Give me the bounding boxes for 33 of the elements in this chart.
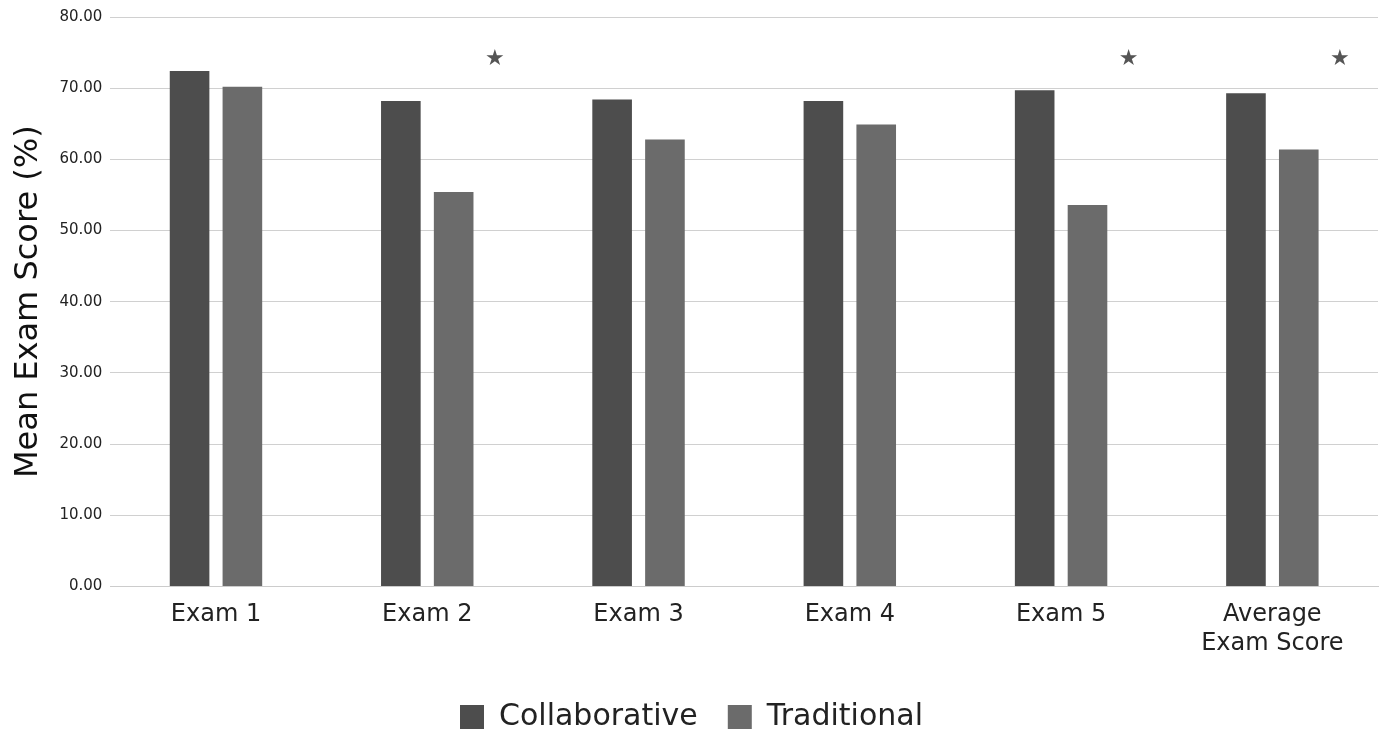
bar (856, 124, 897, 586)
x-tick-label: Exam 1 (170, 599, 262, 628)
x-tick-label: Exam 5 (1015, 599, 1107, 628)
bar (1014, 90, 1055, 586)
y-tick-label: 50.00 (59, 220, 103, 239)
y-tick-label: 40.00 (59, 291, 103, 310)
bar (803, 100, 844, 586)
bar (381, 100, 421, 586)
y-axis-title: Mean Exam Score (%) (6, 125, 45, 479)
y-tick-label: 20.00 (59, 433, 103, 452)
annotation: ★ (1118, 45, 1139, 71)
y-tick-label: 30.00 (59, 362, 103, 381)
bar (645, 139, 685, 586)
bar (592, 99, 632, 586)
bar (433, 192, 474, 586)
annotation: ★ (1330, 45, 1350, 71)
y-tick-label: 80.00 (59, 6, 103, 25)
annotation: ★ (485, 45, 505, 71)
legend-label: Collaborative (499, 696, 698, 732)
x-tick-label: Exam 4 (804, 599, 895, 628)
x-tick-label: Exam 3 (593, 599, 684, 628)
x-tick-label: Average Exam Score (1201, 599, 1344, 656)
y-tick-label: 60.00 (59, 149, 103, 168)
legend-label: Traditional (765, 696, 923, 732)
bar (169, 71, 210, 586)
bar (1067, 204, 1108, 586)
bar (1278, 149, 1319, 586)
y-tick-label: 10.00 (59, 505, 103, 524)
x-tick-label: Exam 2 (382, 599, 473, 628)
y-tick-label: 0.00 (68, 576, 103, 595)
bar (1226, 93, 1266, 586)
y-tick-label: 70.00 (59, 78, 103, 97)
bar (222, 86, 263, 586)
